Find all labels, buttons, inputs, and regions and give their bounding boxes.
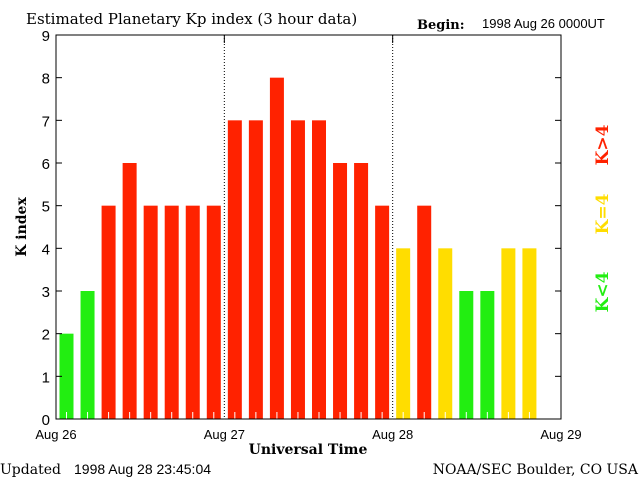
bar bbox=[164, 205, 179, 419]
bar bbox=[80, 291, 95, 419]
bar bbox=[459, 291, 474, 419]
bar bbox=[143, 205, 158, 419]
bar bbox=[417, 205, 432, 419]
y-tick-label: 8 bbox=[42, 71, 50, 88]
y-axis-label: K index bbox=[14, 197, 30, 257]
bar bbox=[522, 248, 537, 419]
y-tick-label: 9 bbox=[42, 28, 50, 45]
y-tick-label: 4 bbox=[42, 241, 50, 258]
chart-title: Estimated Planetary Kp index (3 hour dat… bbox=[26, 10, 357, 28]
source-credit: NOAA/SEC Boulder, CO USA bbox=[433, 462, 639, 478]
y-tick-label: 3 bbox=[42, 284, 50, 301]
bars bbox=[59, 77, 537, 420]
bar bbox=[333, 163, 348, 419]
bar bbox=[375, 205, 390, 419]
bar bbox=[290, 120, 305, 419]
x-tick-label: Aug 29 bbox=[540, 427, 581, 442]
bar bbox=[59, 333, 74, 419]
y-axis: 0 1 2 3 4 5 6 7 8 9 bbox=[42, 28, 561, 429]
legend-high: K>4 bbox=[593, 124, 613, 165]
day-dividers bbox=[223, 35, 394, 419]
x-tick-label: Aug 27 bbox=[204, 427, 245, 442]
y-tick-label: 5 bbox=[42, 199, 50, 216]
y-tick-label: 2 bbox=[42, 327, 50, 344]
bar bbox=[480, 291, 495, 419]
updated-label: Updated bbox=[0, 462, 61, 478]
y-tick-label: 0 bbox=[42, 412, 50, 429]
x-tick-label: Aug 26 bbox=[35, 427, 76, 442]
bar bbox=[438, 248, 453, 419]
bar bbox=[396, 248, 411, 419]
plot-frame bbox=[55, 34, 562, 420]
bar bbox=[227, 120, 242, 419]
bar bbox=[185, 205, 200, 419]
bar bbox=[206, 205, 221, 419]
x-axis: Aug 26 Aug 27 Aug 28 Aug 29 bbox=[35, 427, 581, 442]
bar bbox=[354, 163, 369, 419]
bar bbox=[269, 77, 284, 420]
begin-label: Begin: bbox=[417, 18, 465, 33]
bar bbox=[501, 248, 516, 419]
x-axis-label: Universal Time bbox=[249, 442, 368, 458]
y-tick-label: 7 bbox=[42, 113, 50, 130]
bar bbox=[312, 120, 326, 419]
bar bbox=[101, 205, 116, 419]
begin-value: 1998 Aug 26 0000UT bbox=[482, 16, 605, 31]
y-tick-label: 1 bbox=[42, 369, 50, 386]
bar bbox=[122, 163, 137, 419]
x-tick-label: Aug 28 bbox=[372, 427, 413, 442]
updated-value: 1998 Aug 28 23:45:04 bbox=[74, 461, 211, 477]
legend-equal: K=4 bbox=[593, 193, 613, 234]
bar bbox=[248, 120, 263, 419]
legend-low: K<4 bbox=[593, 271, 613, 312]
y-tick-label: 6 bbox=[42, 156, 50, 173]
